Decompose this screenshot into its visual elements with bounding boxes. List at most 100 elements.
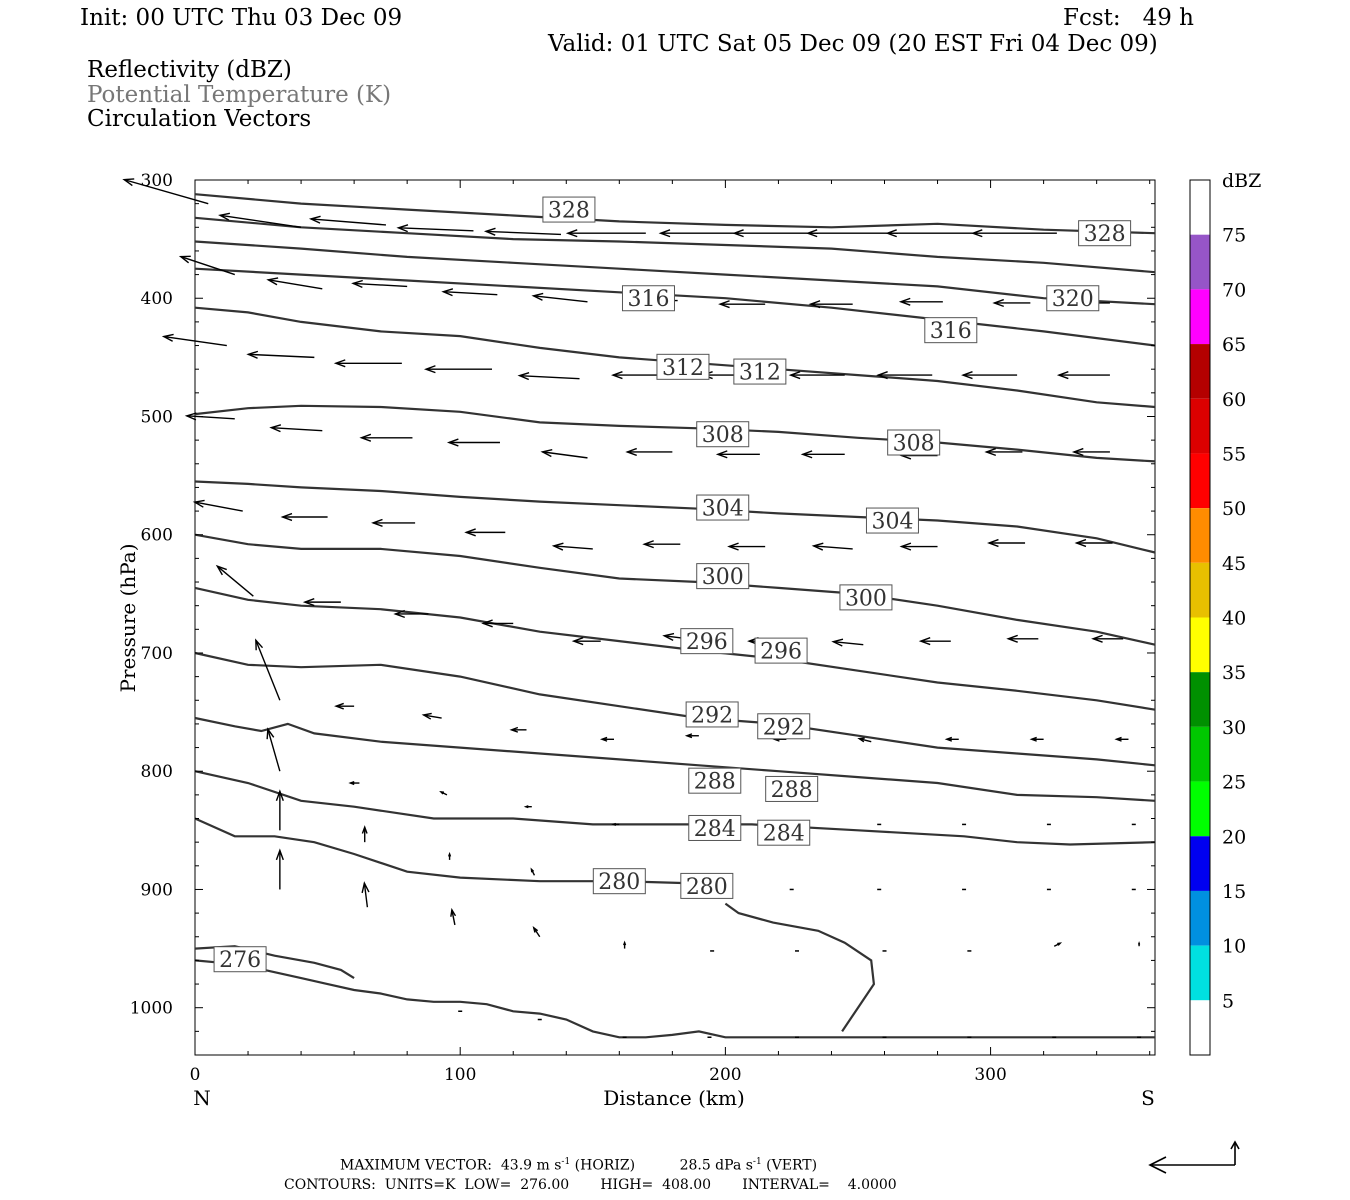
circulation-vector — [642, 540, 681, 549]
circulation-vector — [625, 447, 673, 457]
y-tick-label: 900 — [141, 880, 173, 900]
contour-label-box — [839, 584, 893, 611]
vector-head — [918, 637, 931, 646]
circulation-vector — [215, 564, 254, 597]
vector-head — [732, 229, 744, 238]
contour-label-text: 304 — [871, 510, 913, 535]
contour-label-box — [924, 317, 978, 344]
vector-head — [1029, 736, 1037, 742]
contour-label-text: 300 — [702, 565, 744, 590]
circulation-vector — [540, 449, 588, 459]
forecast-hour: Fcst: 49 h — [1063, 5, 1194, 31]
circulation-vector — [448, 851, 452, 860]
circulation-vector — [218, 212, 302, 228]
vector-head — [161, 333, 174, 342]
circulation-vector — [361, 825, 368, 843]
circulation-vector — [623, 940, 627, 949]
vector-head — [540, 449, 553, 458]
contour-label: 308 — [696, 421, 750, 448]
theta-contour-284 — [194, 770, 1156, 846]
vector-shaft — [124, 178, 209, 205]
vector-head — [439, 790, 445, 795]
vector-head — [348, 780, 355, 786]
circulation-vector — [984, 447, 1023, 457]
colorbar-segment — [1190, 836, 1210, 891]
contour-label-box — [765, 775, 819, 802]
vector-head — [623, 940, 627, 946]
circulation-vector — [396, 224, 474, 233]
vector-head — [857, 737, 865, 743]
theta-contour-276 — [194, 959, 1155, 1039]
vector-head — [899, 542, 912, 551]
theta-contour-328 — [194, 193, 1156, 235]
circulation-vector — [450, 907, 457, 926]
colorbar-segment — [1190, 945, 1210, 1001]
contour-label: 320 — [1046, 285, 1100, 312]
vector-shaft — [859, 737, 872, 743]
contour-label-box — [696, 421, 750, 448]
circulation-vector — [351, 279, 408, 289]
dbz-colorbar: 5 10 15 20 25 30 35 40 45 50 55 60 65 70 75 — [1189, 179, 1246, 1056]
contour-label-box — [757, 713, 811, 740]
vector-head — [1137, 941, 1141, 945]
vector-head — [334, 702, 344, 710]
vector-shaft — [271, 426, 323, 432]
vector-head — [718, 300, 730, 309]
vector-shaft — [443, 290, 498, 296]
contour-label: 296 — [754, 637, 808, 665]
colorbar-level-label: 70 — [1222, 279, 1246, 301]
colorbar-segment — [1190, 726, 1210, 782]
vector-head — [266, 727, 275, 740]
vector-head — [396, 224, 409, 233]
colorbar-frame — [1189, 179, 1211, 1056]
vector-head — [625, 447, 637, 457]
circulation-vector — [161, 333, 227, 347]
vector-shaft — [451, 909, 456, 926]
vector-head — [178, 255, 191, 264]
x-end-label-south: S — [1141, 1086, 1155, 1110]
vector-head — [885, 229, 897, 238]
circulation-vector — [441, 288, 498, 297]
contour-label: 292 — [757, 713, 811, 740]
vector-head — [1057, 942, 1063, 946]
contour-label-text: 296 — [760, 640, 802, 665]
contour-label: 316 — [621, 285, 675, 312]
contour-label-box — [656, 353, 710, 380]
circulation-vector — [684, 733, 699, 739]
contour-label-box — [621, 285, 675, 312]
circulation-vector — [1006, 634, 1039, 643]
contour-labels: 328 328 316 320 316 312 312 308 308 304 304 300 300 2… — [213, 196, 1132, 973]
vector-head — [831, 638, 844, 647]
contour-label-text: 284 — [694, 817, 736, 842]
vector-head — [333, 359, 346, 368]
colorbar-segment — [1190, 781, 1210, 837]
contour-label: 328 — [542, 196, 596, 224]
contour-label: 316 — [924, 317, 978, 344]
circulation-vector — [715, 450, 760, 459]
contour-label: 288 — [765, 775, 819, 803]
colorbar-segment — [1190, 453, 1210, 509]
vector-head — [944, 736, 953, 742]
contour-label-text: 276 — [219, 948, 261, 973]
contour-label-text: 316 — [627, 287, 669, 312]
vector-head — [898, 297, 911, 306]
vector-head — [421, 712, 432, 720]
colorbar-segment — [1190, 180, 1210, 235]
theta-contours — [194, 193, 1156, 1039]
circulation-vector — [571, 637, 601, 646]
circulation-vector — [551, 542, 593, 551]
circulation-vector — [275, 789, 284, 831]
exponent-1: -1 — [561, 1157, 571, 1167]
theta-contour-296 — [194, 586, 1156, 711]
vector-head — [446, 438, 459, 447]
contour-label-text: 280 — [598, 870, 640, 895]
contour-label: 288 — [688, 767, 742, 795]
y-tick-label: 400 — [141, 289, 173, 309]
vector-head — [611, 371, 623, 380]
valid-time: Valid: 01 UTC Sat 05 Dec 09 (20 EST Fri … — [548, 31, 1158, 57]
contour-label-box — [688, 814, 742, 841]
contour-label-text: 284 — [763, 822, 805, 847]
contour-label: 304 — [696, 494, 750, 522]
x-tick-label: 200 — [709, 1065, 741, 1085]
contour-label: 284 — [688, 814, 742, 842]
